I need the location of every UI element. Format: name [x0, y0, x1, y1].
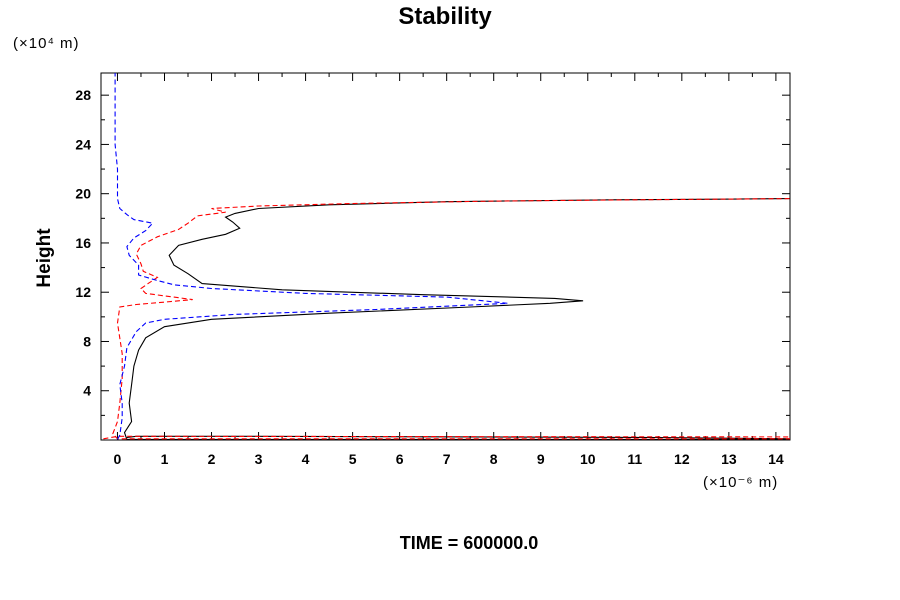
x-tick-label: 5 — [349, 451, 357, 467]
x-tick-label: 0 — [114, 451, 122, 467]
y-tick-label: 20 — [75, 186, 91, 202]
x-tick-label: 11 — [627, 451, 642, 467]
y-tick-label: 16 — [75, 235, 91, 251]
x-tick-label: 4 — [302, 451, 310, 467]
series-group — [103, 73, 790, 440]
x-tick-label: 13 — [721, 451, 737, 467]
time-footer: TIME = 600000.0 — [400, 533, 539, 553]
x-tick-label: 14 — [768, 451, 784, 467]
y-tick-label: 28 — [75, 87, 91, 103]
x-tick-label: 8 — [490, 451, 498, 467]
y-tick-label: 12 — [75, 284, 91, 300]
y-tick-label: 8 — [83, 333, 91, 349]
x-tick-label: 10 — [580, 451, 596, 467]
x-tick-label: 6 — [396, 451, 404, 467]
series-line-1 — [123, 198, 790, 440]
x-tick-label: 9 — [537, 451, 545, 467]
y-unit-label: (×10⁴ m) — [13, 35, 80, 52]
x-unit-label: (×10⁻⁶ m) — [703, 474, 778, 491]
x-tick-label: 7 — [443, 451, 451, 467]
y-tick-label: 24 — [75, 136, 91, 152]
chart-title: Stability — [398, 3, 492, 30]
series-line-2 — [103, 198, 790, 440]
x-tick-label: 12 — [674, 451, 690, 467]
x-tick-label: 3 — [255, 451, 263, 467]
y-tick-label: 4 — [83, 383, 91, 399]
series-line-3 — [114, 73, 508, 440]
x-tick-label: 1 — [161, 451, 169, 467]
plot-frame — [100, 72, 791, 441]
y-axis-label: Height — [34, 228, 55, 288]
x-tick-label: 2 — [208, 451, 216, 467]
